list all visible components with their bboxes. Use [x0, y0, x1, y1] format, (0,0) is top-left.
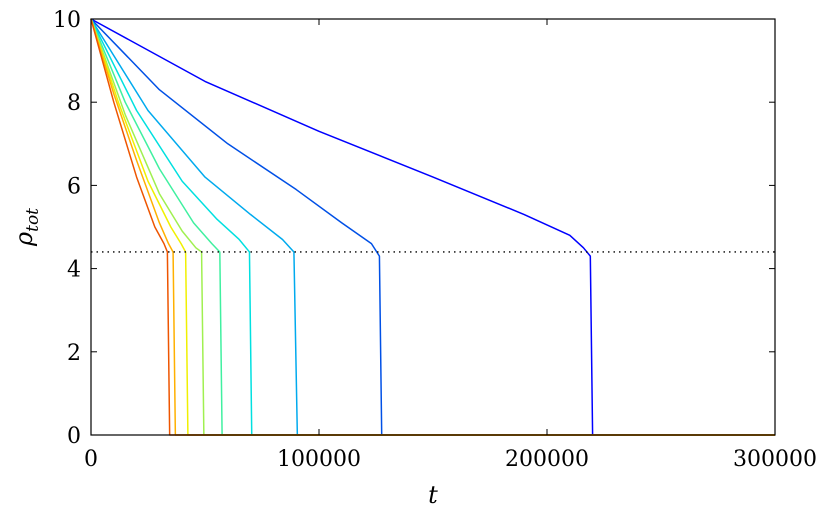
y-tick-label: 6 — [67, 174, 81, 199]
series-line-1 — [90, 18, 775, 436]
plot-frame — [90, 18, 776, 436]
series-line-7 — [90, 18, 775, 436]
series-line-8 — [90, 18, 775, 436]
x-tick-label: 200000 — [505, 447, 589, 472]
series-line-5 — [90, 18, 775, 436]
y-axis-label: ρtot — [10, 208, 43, 247]
y-tick-label: 10 — [53, 8, 81, 33]
x-tick-label: 0 — [84, 447, 98, 472]
y-tick-label: 8 — [67, 91, 81, 116]
y-tick-label: 4 — [67, 258, 81, 283]
series-layer — [90, 18, 775, 436]
x-axis-label: t — [428, 481, 438, 509]
series-line-4 — [90, 18, 775, 436]
ticks-layer — [90, 18, 776, 436]
tick-labels: 0 100000 200000 300000 0 2 4 6 8 10 — [53, 8, 817, 472]
y-tick-label: 0 — [67, 424, 81, 449]
y-axis-label-main: ρ — [10, 232, 38, 247]
x-tick-label: 100000 — [277, 447, 361, 472]
series-line-6 — [90, 18, 775, 436]
y-axis-label-sub: tot — [23, 208, 43, 232]
series-line-2 — [90, 18, 775, 436]
x-tick-label: 300000 — [733, 447, 817, 472]
y-tick-label: 2 — [67, 341, 81, 366]
series-line-9 — [90, 18, 775, 436]
series-line-3 — [90, 18, 775, 436]
